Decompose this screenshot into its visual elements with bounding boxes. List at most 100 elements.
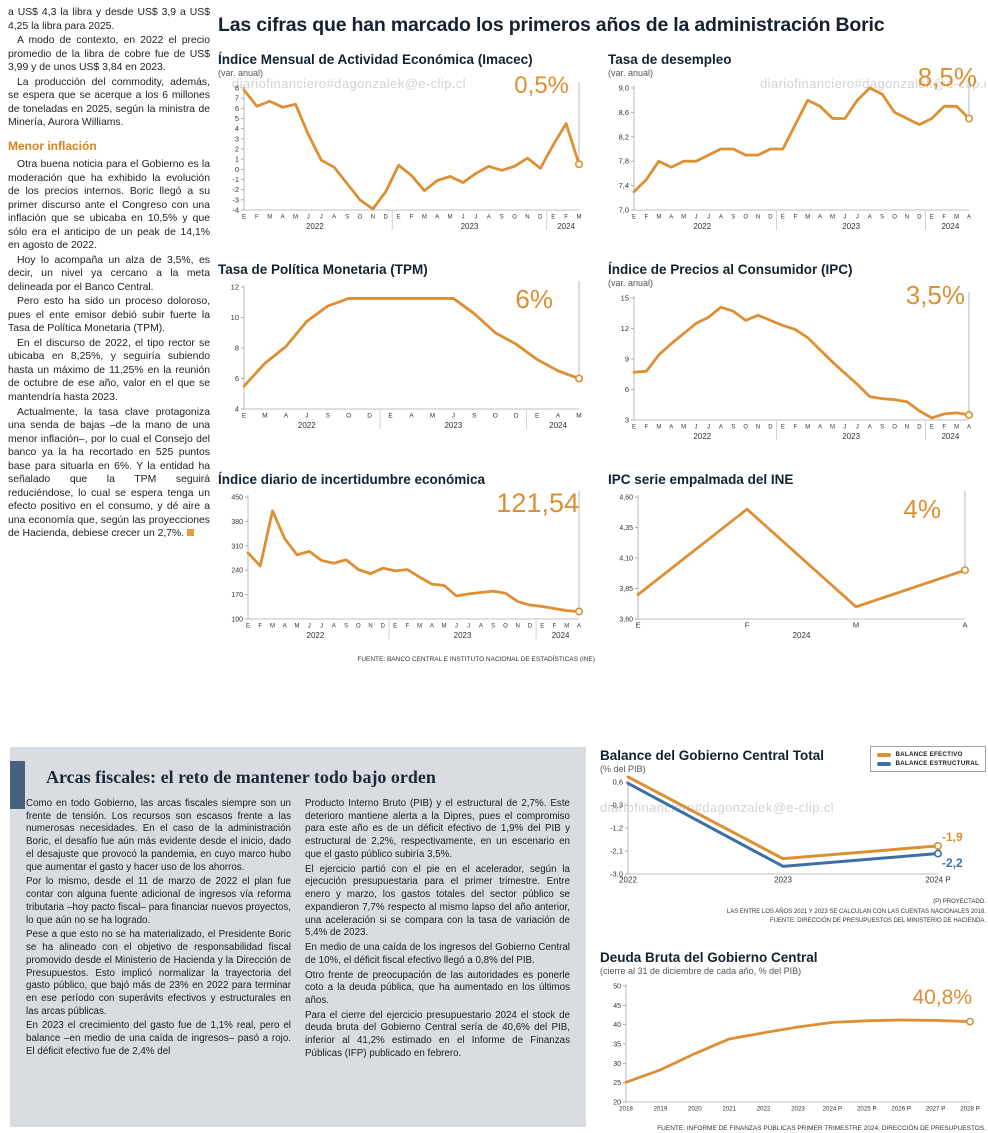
svg-text:J: J	[467, 624, 470, 630]
ipc-ine-chart-block: IPC serie empalmada del INE 4% 4,60 4,35 4…	[608, 472, 985, 654]
svg-text:N: N	[756, 425, 760, 431]
svg-text:E: E	[393, 624, 397, 630]
svg-text:N: N	[525, 215, 529, 221]
svg-text:N: N	[905, 425, 909, 431]
svg-text:E: E	[246, 624, 250, 630]
svg-text:F: F	[564, 215, 568, 221]
svg-text:100: 100	[231, 617, 243, 624]
svg-text:2022: 2022	[693, 432, 711, 441]
svg-text:2025 P: 2025 P	[857, 1106, 877, 1113]
svg-text:N: N	[905, 215, 909, 221]
svg-text:2027 P: 2027 P	[926, 1106, 946, 1113]
svg-text:M: M	[681, 425, 686, 431]
svg-text:M: M	[954, 215, 959, 221]
svg-text:2024: 2024	[941, 222, 959, 231]
svg-text:O: O	[892, 215, 897, 221]
svg-text:J: J	[856, 425, 859, 431]
chart-legend: BALANCE EFECTIVO BALANCE ESTRUCTURAL	[870, 746, 986, 772]
svg-text:S: S	[472, 413, 477, 420]
svg-text:A: A	[284, 413, 289, 420]
desempleo-chart-block: Tasa de desempleo (var. anual) 8,5% 9,0 8…	[608, 52, 985, 245]
svg-text:J: J	[695, 425, 698, 431]
svg-text:9,0: 9,0	[619, 84, 629, 93]
svg-text:2022: 2022	[298, 421, 316, 430]
svg-text:M: M	[830, 425, 835, 431]
svg-text:2022: 2022	[693, 222, 711, 231]
chart-subtitle: (% del PIB)	[600, 764, 646, 774]
svg-text:M: M	[448, 215, 453, 221]
latest-value-label: 0,5%	[514, 72, 569, 99]
svg-text:3: 3	[235, 134, 239, 143]
legend-item: BALANCE EFECTIVO	[877, 751, 979, 758]
svg-text:F: F	[745, 621, 750, 630]
svg-text:J: J	[320, 215, 323, 221]
svg-text:D: D	[917, 425, 922, 431]
svg-text:D: D	[768, 215, 773, 221]
svg-text:2023: 2023	[454, 631, 472, 640]
svg-text:D: D	[384, 215, 389, 221]
svg-text:J: J	[843, 215, 846, 221]
svg-text:D: D	[528, 624, 533, 630]
svg-text:8,2: 8,2	[619, 132, 629, 141]
svg-text:J: J	[707, 215, 710, 221]
svg-text:D: D	[917, 215, 922, 221]
chart-title: Índice de Precios al Consumidor (IPC)	[608, 262, 853, 277]
svg-text:8: 8	[235, 84, 239, 93]
svg-text:M: M	[830, 215, 835, 221]
svg-text:S: S	[326, 413, 331, 420]
svg-text:2024 P: 2024 P	[823, 1106, 843, 1113]
svg-text:J: J	[695, 215, 698, 221]
svg-text:-3: -3	[232, 195, 239, 204]
panel-paragraph: Producto Interno Bruto (PIB) y el estruc…	[305, 798, 570, 860]
svg-text:O: O	[743, 425, 748, 431]
page-title: Las cifras que han marcado los primeros …	[218, 14, 885, 36]
svg-text:E: E	[632, 215, 636, 221]
chart-subtitle: (var. anual)	[608, 278, 654, 288]
svg-text:S: S	[880, 425, 884, 431]
svg-text:A: A	[332, 624, 336, 630]
source-note: FUENTE: INFORME DE FINANZAS PÚBLICAS PRI…	[657, 1125, 986, 1132]
svg-text:S: S	[731, 215, 735, 221]
svg-text:A: A	[430, 624, 434, 630]
panel-paragraph: Pese a que esto no se ha materializado, …	[26, 929, 291, 1017]
desempleo-chart-canvas: 9,08,68,27,87,47,0E F M A M J J A S O N D E F M A M J J A S O…	[619, 82, 973, 231]
svg-text:M: M	[564, 624, 569, 630]
svg-text:2022: 2022	[757, 1106, 771, 1113]
svg-text:F: F	[942, 425, 946, 431]
svg-text:A: A	[479, 624, 483, 630]
svg-text:-0,3: -0,3	[610, 801, 623, 810]
svg-text:50: 50	[613, 984, 621, 991]
chart-title: Índice diario de incertidumbre económica	[218, 472, 486, 487]
chart-title: IPC serie empalmada del INE	[608, 472, 794, 487]
svg-text:2021: 2021	[722, 1106, 736, 1113]
panel-paragraph: Otro frente de preocupación de las autor…	[305, 969, 570, 1007]
article-paragraph: En el discurso de 2022, el tipo rector s…	[8, 337, 210, 403]
article-paragraph: Hoy lo acompaña un alza de 3,5%, es deci…	[8, 254, 210, 293]
chart-title: Balance del Gobierno Central Total	[600, 748, 825, 763]
svg-text:D: D	[381, 624, 386, 630]
chart-title: Deuda Bruta del Gobierno Central	[600, 950, 818, 965]
svg-text:J: J	[320, 624, 323, 630]
svg-text:9: 9	[625, 355, 629, 364]
latest-value-label: 6%	[515, 284, 553, 314]
chart-footnotes: (P) PROYECTADO. LAS ENTRE LOS AÑOS 2021 …	[726, 899, 986, 925]
panel-title: Arcas fiscales: el reto de mantener todo…	[46, 767, 436, 787]
svg-text:A: A	[868, 215, 872, 221]
svg-text:J: J	[455, 624, 458, 630]
svg-text:0,6: 0,6	[613, 778, 623, 787]
svg-text:O: O	[512, 215, 517, 221]
svg-text:M: M	[262, 413, 267, 420]
chart-title: Tasa de desempleo	[608, 52, 732, 67]
svg-text:E: E	[781, 215, 785, 221]
svg-text:M: M	[293, 215, 298, 221]
svg-text:8,6: 8,6	[619, 108, 629, 117]
svg-text:4,10: 4,10	[619, 556, 633, 563]
svg-text:E: E	[551, 215, 555, 221]
latest-value-label: 4%	[903, 494, 941, 524]
article-paragraph: a US$ 4,3 la libra y desde US$ 3,9 a US$…	[8, 7, 210, 32]
svg-text:2022: 2022	[306, 222, 324, 231]
panel-paragraph: Por lo mismo, desde el 11 de marzo de 20…	[26, 876, 291, 926]
svg-text:J: J	[308, 624, 311, 630]
